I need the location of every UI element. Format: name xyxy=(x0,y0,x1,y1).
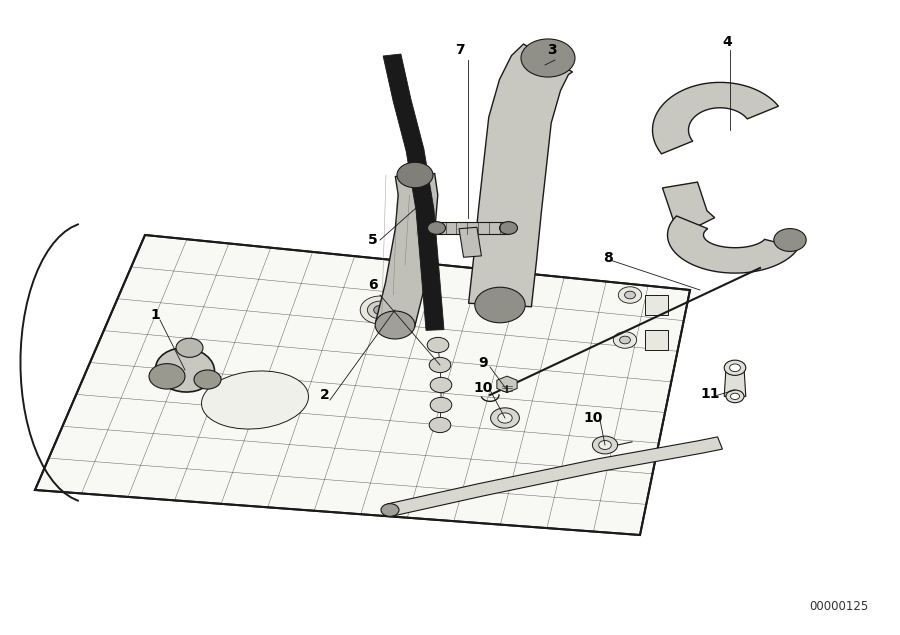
Circle shape xyxy=(592,436,617,454)
Circle shape xyxy=(405,168,425,182)
FancyBboxPatch shape xyxy=(645,295,668,314)
Polygon shape xyxy=(662,182,715,232)
Circle shape xyxy=(533,48,562,69)
Circle shape xyxy=(367,301,392,319)
Ellipse shape xyxy=(202,371,309,429)
Circle shape xyxy=(194,370,221,389)
Circle shape xyxy=(430,377,452,392)
Text: 2: 2 xyxy=(320,388,330,402)
Polygon shape xyxy=(668,216,798,273)
Text: 6: 6 xyxy=(368,278,378,292)
Circle shape xyxy=(360,296,400,324)
Text: 3: 3 xyxy=(547,43,557,57)
Circle shape xyxy=(475,287,526,323)
Polygon shape xyxy=(469,44,572,307)
Circle shape xyxy=(429,358,451,373)
Circle shape xyxy=(618,287,642,304)
Circle shape xyxy=(730,364,741,371)
Polygon shape xyxy=(652,83,778,154)
Circle shape xyxy=(428,337,449,352)
Circle shape xyxy=(613,331,636,348)
Circle shape xyxy=(724,360,746,375)
Circle shape xyxy=(774,229,806,251)
Text: 9: 9 xyxy=(478,356,488,370)
Circle shape xyxy=(149,364,185,389)
Circle shape xyxy=(726,390,744,403)
Circle shape xyxy=(374,305,386,314)
Circle shape xyxy=(385,507,395,514)
Polygon shape xyxy=(436,222,508,234)
Circle shape xyxy=(375,311,415,339)
Circle shape xyxy=(491,408,519,428)
Circle shape xyxy=(598,441,611,450)
Ellipse shape xyxy=(156,348,214,392)
Text: 4: 4 xyxy=(722,35,732,49)
Circle shape xyxy=(625,291,635,299)
Circle shape xyxy=(781,234,799,246)
Circle shape xyxy=(521,39,575,77)
Polygon shape xyxy=(724,368,746,396)
Circle shape xyxy=(428,222,446,234)
Circle shape xyxy=(176,338,203,358)
Polygon shape xyxy=(35,235,690,535)
FancyBboxPatch shape xyxy=(645,330,668,349)
Text: 7: 7 xyxy=(455,43,464,57)
Polygon shape xyxy=(387,437,723,516)
Polygon shape xyxy=(459,227,482,257)
Circle shape xyxy=(619,336,630,344)
Circle shape xyxy=(397,163,433,188)
Text: 8: 8 xyxy=(603,251,613,265)
Circle shape xyxy=(500,222,518,234)
Circle shape xyxy=(429,417,451,432)
Text: 1: 1 xyxy=(150,308,160,322)
Circle shape xyxy=(431,225,441,232)
Text: 10: 10 xyxy=(583,411,603,425)
Text: 00000125: 00000125 xyxy=(809,600,868,613)
Polygon shape xyxy=(383,54,444,330)
Circle shape xyxy=(486,295,514,315)
Text: 10: 10 xyxy=(473,381,492,395)
Text: 5: 5 xyxy=(368,233,378,247)
Circle shape xyxy=(731,393,740,399)
Polygon shape xyxy=(375,173,437,328)
Circle shape xyxy=(158,370,177,384)
Circle shape xyxy=(384,318,406,333)
Circle shape xyxy=(381,504,399,516)
Circle shape xyxy=(200,374,215,385)
Text: 11: 11 xyxy=(700,387,720,401)
Circle shape xyxy=(504,225,513,232)
Circle shape xyxy=(498,413,512,423)
Circle shape xyxy=(430,398,452,413)
